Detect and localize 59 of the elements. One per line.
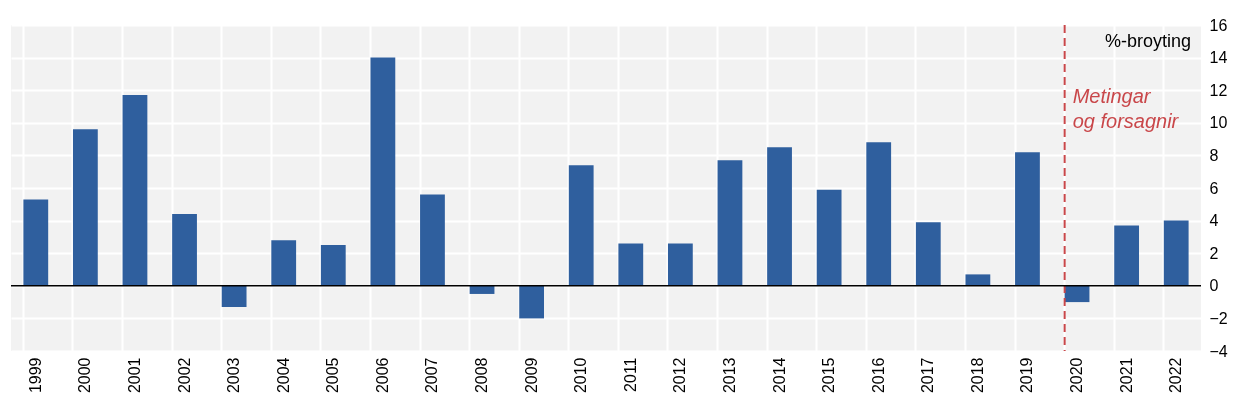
x-tick-label: 2012 <box>671 357 689 394</box>
bar <box>221 285 247 307</box>
ref-line-label: Metingar og forsagnir <box>1072 85 1180 132</box>
bar <box>717 160 743 286</box>
x-tick-label: 2008 <box>473 357 491 394</box>
bar <box>816 189 842 286</box>
y-tick-label: −4 <box>1209 342 1228 360</box>
y-axis-title: %-broyting <box>1104 31 1191 51</box>
bar <box>172 214 197 286</box>
y-tick-label: 10 <box>1209 114 1228 132</box>
bar <box>1015 152 1040 286</box>
x-tick-label: 2017 <box>919 357 937 394</box>
x-tick-label: 2002 <box>175 357 193 394</box>
bar <box>915 222 941 286</box>
y-tick-label: 2 <box>1209 244 1219 262</box>
y-tick-label: 12 <box>1209 81 1228 99</box>
x-tick-label: 2006 <box>373 357 391 394</box>
bar <box>519 285 545 319</box>
x-tick-label: 2016 <box>869 357 887 394</box>
x-tick-label: 2013 <box>720 357 738 394</box>
y-tick-label: 14 <box>1209 49 1228 67</box>
x-tick-label: 2004 <box>274 357 292 394</box>
bar <box>320 245 346 286</box>
x-tick-label: 2005 <box>324 357 342 394</box>
y-tick-label: 6 <box>1209 179 1219 197</box>
x-tick-label: 2020 <box>1068 357 1086 394</box>
x-tick-label: 2014 <box>770 357 788 394</box>
bar <box>667 243 693 286</box>
x-tick-label: 2009 <box>522 357 540 394</box>
bar <box>568 165 594 286</box>
bar <box>1114 225 1140 286</box>
y-tick-label: 16 <box>1209 16 1228 34</box>
y-tick-label: 4 <box>1209 212 1219 230</box>
y-tick-label: −2 <box>1209 309 1228 327</box>
y-tick-label: 0 <box>1209 277 1219 295</box>
x-tick-label: 2018 <box>968 357 986 394</box>
bar <box>370 57 396 286</box>
x-tick-label: 2019 <box>1018 357 1036 394</box>
bar <box>1163 220 1189 286</box>
bar <box>23 199 49 286</box>
bar <box>271 240 297 286</box>
x-tick-label: 2021 <box>1117 357 1135 394</box>
y-tick-label: 8 <box>1209 146 1219 164</box>
x-tick-label: 2010 <box>572 357 590 394</box>
bar <box>866 142 892 286</box>
x-tick-label: 2015 <box>820 357 838 394</box>
bar <box>72 129 98 286</box>
x-tick-label: 2001 <box>125 357 143 394</box>
x-tick-label: 2007 <box>423 357 441 394</box>
x-tick-label: 1999 <box>26 357 44 394</box>
bar <box>965 274 991 286</box>
bar <box>618 243 644 286</box>
x-tick-label: 2000 <box>76 357 94 394</box>
x-tick-label: 2022 <box>1167 357 1185 394</box>
x-tick-label: 2011 <box>621 357 639 392</box>
bar <box>767 147 792 286</box>
bar <box>420 194 445 286</box>
x-tick-label: 2003 <box>225 357 243 394</box>
bar <box>122 95 148 286</box>
